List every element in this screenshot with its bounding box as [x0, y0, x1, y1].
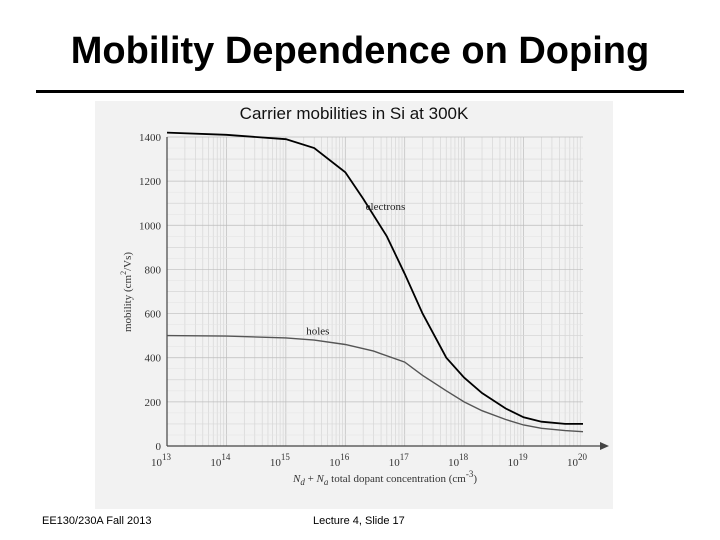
y-axis-label: mobility (cm2/Vs) — [119, 252, 134, 332]
y-tick-label: 0 — [156, 441, 162, 453]
x-tick-label: 1017 — [389, 452, 410, 469]
x-tick-label: 1015 — [270, 452, 291, 469]
figure-panel — [95, 101, 613, 509]
y-tick-label: 800 — [145, 264, 162, 276]
footer-slide-number: Lecture 4, Slide 17 — [313, 515, 405, 527]
grid — [166, 136, 583, 447]
series-line-holes — [166, 334, 584, 433]
x-tick-label: 1013 — [151, 452, 172, 469]
y-tick-label: 1000 — [139, 220, 162, 232]
chart-title: Carrier mobilities in Si at 300K — [239, 104, 469, 123]
series-label-electrons: electrons — [366, 201, 406, 213]
x-tick-label: 1020 — [567, 452, 588, 469]
x-tick-label: 1014 — [210, 452, 231, 469]
series-label-holes: holes — [306, 326, 329, 338]
y-tick-label: 1200 — [139, 176, 162, 188]
x-tick-label: 1019 — [508, 452, 528, 469]
y-tick-label: 400 — [145, 353, 162, 365]
title-divider — [36, 90, 684, 93]
footer-course: EE130/230A Fall 2013 — [42, 515, 152, 527]
mobility-chart: 0 200 400 600 800 1000 1200 1400 1013 1014 1015 101… — [119, 131, 609, 487]
series-line-electrons — [166, 131, 583, 425]
x-tick-label: 1016 — [329, 452, 350, 469]
y-tick-label: 200 — [145, 397, 162, 409]
y-tick-label: 1400 — [139, 132, 162, 144]
x-axis-label: Nd + Na total dopant concentration (cm-3… — [292, 469, 477, 487]
x-tick-label: 1018 — [448, 452, 469, 469]
x-axis-arrow-icon — [600, 442, 609, 450]
slide-title: Mobility Dependence on Doping — [70, 30, 650, 72]
y-tick-label: 600 — [145, 309, 162, 321]
